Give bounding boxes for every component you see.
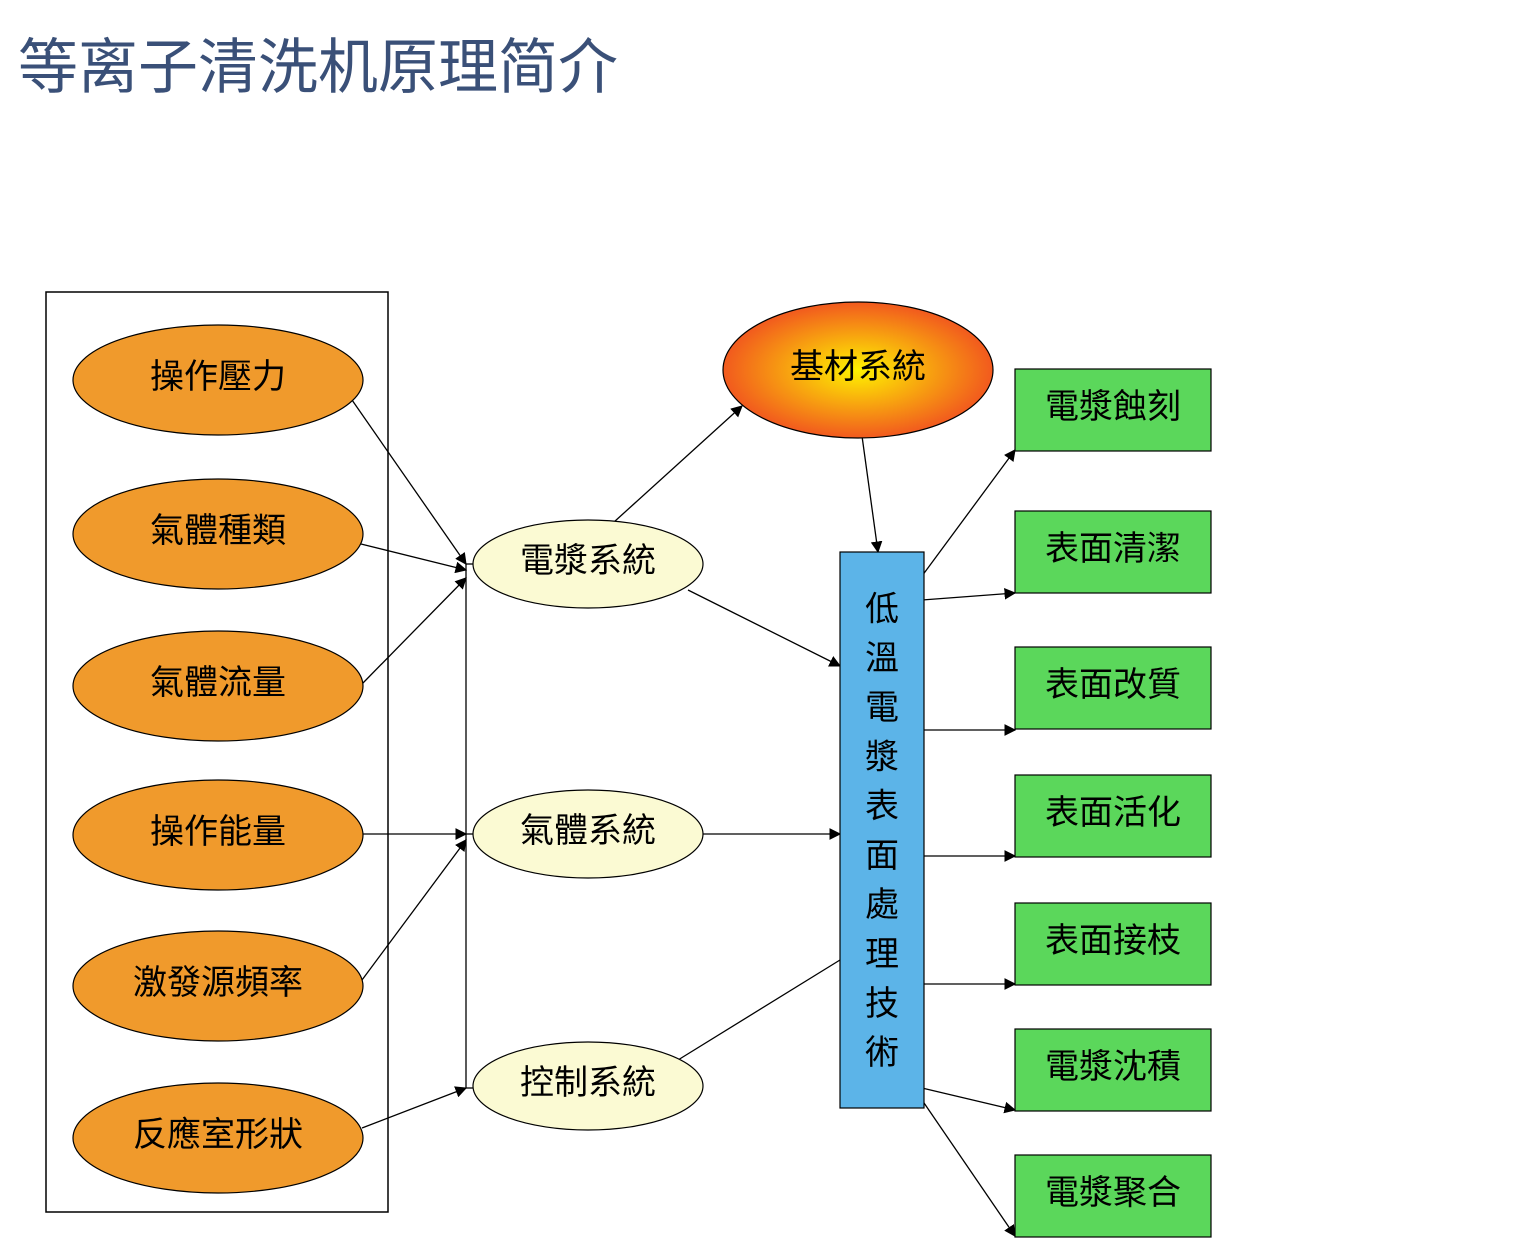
arrow-pressure bbox=[352, 400, 466, 564]
output-polymer-label: 電漿聚合 bbox=[1045, 1174, 1181, 1212]
system-plasma-sys-label: 電漿系統 bbox=[520, 542, 656, 580]
param-gas-type-label: 氣體種類 bbox=[150, 512, 286, 550]
output-cleaning-label: 表面清潔 bbox=[1045, 530, 1181, 568]
arrow-substrate-out bbox=[862, 436, 878, 552]
param-gas-flow-label: 氣體流量 bbox=[150, 664, 286, 702]
left-parameters: 操作壓力氣體種類氣體流量操作能量激發源頻率反應室形狀 bbox=[73, 325, 363, 1193]
param-energy-label: 操作能量 bbox=[150, 813, 286, 851]
arrow-core-to-poly bbox=[922, 1100, 1015, 1236]
arrow-core-to-etch bbox=[922, 450, 1015, 576]
system-gas-sys-label: 氣體系統 bbox=[520, 812, 656, 850]
right-outputs: 電漿蝕刻表面清潔表面改質表面活化表面接枝電漿沈積電漿聚合 bbox=[1015, 369, 1211, 1237]
arrow-control-sys-out bbox=[678, 960, 840, 1060]
page-title: 等离子清洗机原理简介 bbox=[18, 35, 618, 101]
arrow-plasma-sys-out bbox=[688, 590, 840, 666]
substrate-system-label: 基材系統 bbox=[790, 348, 926, 386]
output-deposit-label: 電漿沈積 bbox=[1045, 1048, 1181, 1086]
output-graft-label: 表面接枝 bbox=[1045, 922, 1181, 960]
arrow-gas-flow bbox=[362, 578, 466, 684]
output-etching-label: 電漿蝕刻 bbox=[1045, 388, 1181, 426]
system-control-sys-label: 控制系統 bbox=[520, 1064, 656, 1102]
arrow-core-to-depos bbox=[922, 1088, 1015, 1110]
arrow-substrate-from-plasma bbox=[614, 406, 742, 522]
arrow-core-to-clean bbox=[922, 593, 1015, 600]
core-tech-box bbox=[840, 552, 924, 1108]
mid-systems: 電漿系統氣體系統控制系統 bbox=[473, 520, 703, 1130]
param-pressure-label: 操作壓力 bbox=[150, 358, 286, 396]
param-frequency-label: 激發源頻率 bbox=[133, 964, 303, 1002]
output-modify-label: 表面改質 bbox=[1045, 666, 1181, 704]
param-chamber-label: 反應室形狀 bbox=[133, 1116, 303, 1154]
output-activate-label: 表面活化 bbox=[1045, 794, 1181, 832]
arrow-gas-type bbox=[361, 544, 466, 570]
arrow-chamber bbox=[362, 1088, 466, 1128]
arrow-frequency bbox=[362, 840, 466, 980]
